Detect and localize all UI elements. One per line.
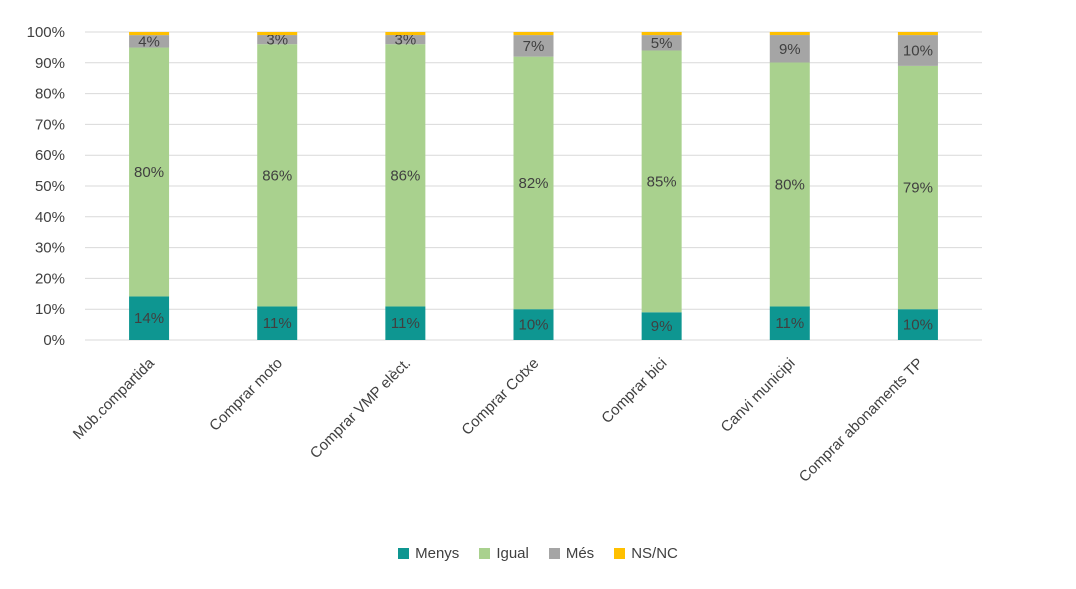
bar-segment-menys: [641, 312, 682, 340]
data-label: 80%: [775, 176, 805, 193]
bar-segment-m-s: [385, 35, 426, 45]
data-label: 10%: [903, 42, 933, 59]
y-tick-label: 90%: [35, 55, 65, 72]
bar-segment-ns-nc: [513, 32, 554, 36]
bar-segment-igual: [769, 62, 810, 307]
y-tick-label: 10%: [35, 301, 65, 318]
bar-segment-ns-nc: [769, 32, 810, 36]
data-label: 4%: [138, 33, 160, 50]
x-category-label: Comprar Cotxe: [458, 355, 542, 439]
bar-segment-menys: [897, 309, 938, 340]
data-label: 7%: [523, 38, 545, 55]
bar-segment-ns-nc: [385, 32, 426, 36]
bar-segment-igual: [257, 44, 298, 307]
legend-swatch: [398, 548, 410, 559]
y-tick-label: 60%: [35, 147, 65, 164]
bar-segment-m-s: [897, 35, 938, 66]
data-label: 11%: [263, 315, 292, 332]
bar-segment-m-s: [641, 35, 682, 51]
x-category-label: Mob.compartida: [70, 354, 159, 443]
x-category-label: Comprar bici: [598, 355, 670, 427]
bar-segment-m-s: [257, 35, 298, 45]
data-label: 9%: [779, 41, 801, 58]
data-label: 5%: [651, 35, 673, 52]
data-label: 11%: [775, 315, 804, 332]
bar-segment-ns-nc: [129, 32, 170, 36]
bar-segment-ns-nc: [897, 32, 938, 36]
legend-label: Igual: [496, 545, 529, 562]
data-label: 14%: [134, 310, 164, 327]
legend-label: NS/NC: [631, 545, 678, 562]
y-tick-label: 100%: [27, 24, 65, 41]
data-label: 80%: [134, 164, 164, 181]
y-tick-label: 70%: [35, 116, 65, 133]
legend-item-igual: Igual: [479, 545, 529, 562]
bar-segment-igual: [385, 44, 426, 307]
data-label: 11%: [391, 315, 420, 332]
bars: 14% 80% 4% 11% 86% 3% 11% 86% 3% 10% 82% 7% 9% 85% 5% 1…: [129, 32, 938, 340]
bar-segment-ns-nc: [257, 32, 298, 36]
bar-segment-m-s: [513, 35, 554, 57]
y-tick-label: 80%: [35, 86, 65, 103]
y-tick-label: 50%: [35, 178, 65, 195]
legend-item-ns-nc: NS/NC: [614, 545, 678, 562]
x-category-label: Comprar VMP elèct.: [307, 355, 414, 462]
legend-swatch: [614, 548, 626, 559]
stacked-bar-chart: 0% 10% 20% 30% 40% 50% 60% 70% 80% 90% 100% 14% 80%…: [27, 24, 982, 486]
x-axis-labels: Mob.compartida Comprar moto Comprar VMP el…: [70, 354, 927, 485]
data-label: 85%: [647, 173, 677, 190]
bar-segment-igual: [641, 50, 682, 313]
legend-item-m-s: Més: [548, 545, 595, 562]
data-label: 9%: [651, 318, 673, 335]
legend-label: Més: [565, 545, 595, 562]
bar-segment-menys: [385, 306, 426, 340]
y-tick-label: 0%: [43, 332, 65, 349]
bar-segment-igual: [897, 65, 938, 310]
legend: Menys Igual Més NS/NC: [0, 545, 1076, 562]
legend-item-menys: Menys: [398, 545, 459, 562]
data-label: 82%: [518, 175, 548, 192]
bar-segment-menys: [129, 296, 170, 340]
bar-segment-menys: [513, 309, 554, 340]
data-label: 79%: [903, 180, 933, 197]
y-axis-ticks: 0% 10% 20% 30% 40% 50% 60% 70% 80% 90% 100%: [27, 24, 65, 349]
legend-swatch: [548, 548, 560, 559]
bar-segment-igual: [129, 47, 170, 297]
bar-segment-igual: [513, 56, 554, 310]
x-category-label: Comprar moto: [206, 355, 286, 435]
data-label: 86%: [262, 167, 292, 184]
y-tick-label: 30%: [35, 240, 65, 257]
legend-swatch: [479, 548, 491, 559]
bar-segment-ns-nc: [641, 32, 682, 36]
bar-segment-m-s: [769, 35, 810, 63]
data-label: 86%: [390, 167, 420, 184]
bar-segment-m-s: [129, 35, 170, 48]
x-category-label: Canvi municipi: [718, 355, 799, 436]
bar-segment-menys: [257, 306, 298, 340]
data-label: 3%: [395, 32, 417, 49]
y-tick-label: 40%: [35, 209, 65, 226]
bar-segment-menys: [769, 306, 810, 340]
data-label: 3%: [266, 32, 288, 49]
y-tick-label: 20%: [35, 270, 65, 287]
data-label: 10%: [903, 317, 933, 334]
data-label: 10%: [518, 317, 548, 334]
x-category-label: Comprar abonaments TP: [796, 355, 927, 486]
legend-label: Menys: [415, 545, 460, 562]
